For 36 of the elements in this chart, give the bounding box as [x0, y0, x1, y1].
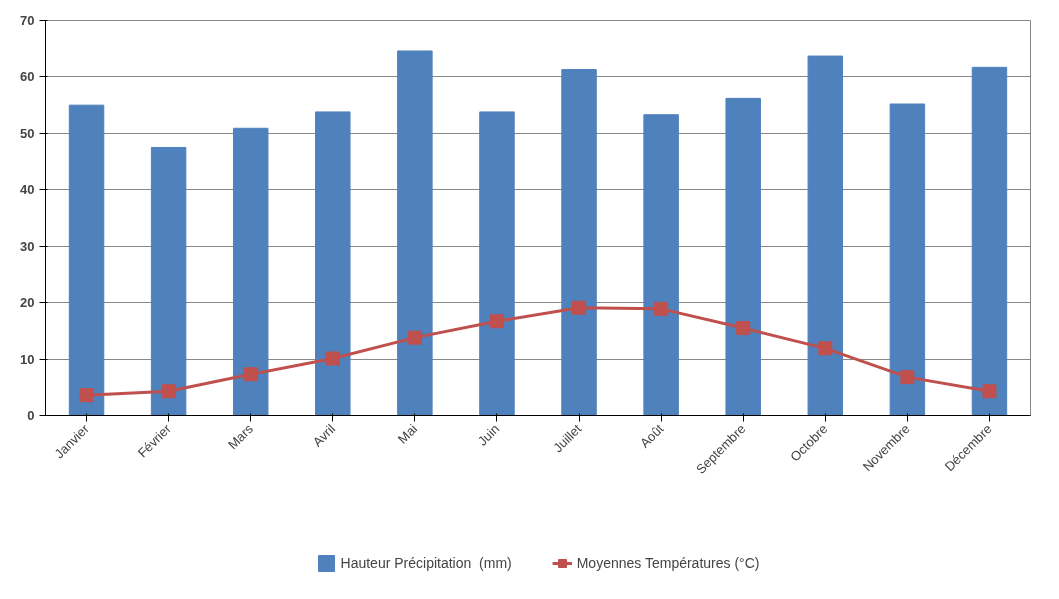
y-tick-label: 10	[20, 351, 35, 367]
point	[982, 384, 997, 399]
point	[407, 330, 422, 345]
point	[736, 321, 751, 336]
bar	[232, 127, 269, 416]
x-tick-label: Juin	[474, 421, 503, 449]
y-tick-label: 60	[20, 69, 35, 85]
point	[654, 301, 669, 316]
legend-label: Hauteur Précipitation (mm)	[340, 554, 512, 571]
point	[325, 351, 340, 366]
y-tick-label: 50	[20, 125, 35, 141]
point	[489, 314, 504, 329]
legend-label: Moyennes Températures (°C)	[576, 554, 760, 571]
y-tick-label: 40	[20, 182, 35, 198]
bar	[150, 146, 187, 416]
bar	[971, 66, 1008, 416]
point	[243, 367, 258, 382]
bar	[643, 114, 679, 416]
bar	[725, 97, 761, 416]
bar	[479, 111, 515, 416]
y-tick-label: 20	[20, 295, 35, 311]
bar	[68, 104, 105, 416]
point	[818, 341, 833, 356]
x-tick-label: Mai	[394, 421, 421, 447]
bar	[561, 69, 597, 416]
point	[900, 370, 915, 385]
point	[161, 384, 176, 399]
bar	[807, 55, 844, 416]
point	[79, 388, 94, 403]
y-tick-label: 70	[20, 13, 35, 28]
bar	[889, 103, 926, 416]
y-tick-label: 0	[27, 408, 35, 423]
point	[572, 300, 587, 315]
y-tick-label: 30	[20, 238, 35, 254]
bar	[315, 111, 351, 416]
bar	[397, 50, 433, 416]
